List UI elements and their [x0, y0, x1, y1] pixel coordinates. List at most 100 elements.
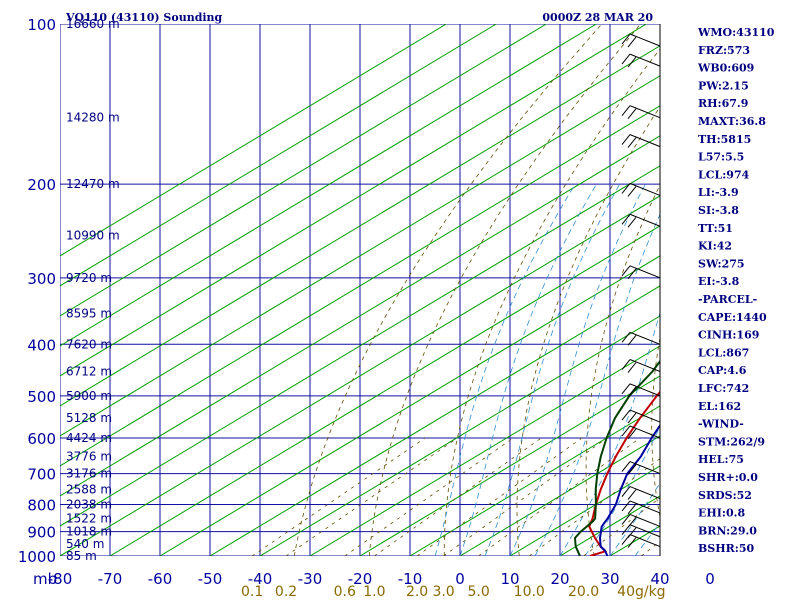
index-line: TT:51: [698, 222, 733, 235]
moist-adiabat-line: [509, 183, 646, 556]
index-line: LCL:867: [698, 346, 749, 359]
height-label: 10990 m: [66, 229, 120, 243]
index-line: TH:5815: [698, 133, 751, 146]
wind-barb: [629, 524, 661, 538]
isotherm-line: [60, 75, 660, 437]
index-line: SW:275: [698, 257, 745, 270]
isotherm-line: [60, 165, 660, 527]
height-label: 2588 m: [66, 483, 112, 497]
index-line: FRZ:573: [698, 44, 750, 57]
pressure-tick-label: 700: [27, 466, 56, 484]
mixing-ratio-label: 40g/kg: [617, 584, 665, 600]
isotherm-line: [60, 45, 660, 407]
isotherm-line: [60, 24, 447, 257]
wind-barb-feather: [621, 53, 631, 65]
index-line: EHI:0.8: [698, 507, 745, 520]
profile-lines: [573, 359, 660, 556]
index-line: EI:-3.8: [698, 275, 740, 288]
wind-barb-feather: [621, 425, 631, 437]
dry-adiabat-line: [293, 24, 603, 556]
isotherm-line: [60, 24, 597, 347]
wind-barb-feather: [627, 56, 637, 68]
dewpoint-profile: [573, 359, 660, 556]
mixing-ratio-label: 1.0: [363, 584, 385, 600]
mixing-ratio-line: [251, 437, 426, 556]
pressure-tick-label: 600: [27, 430, 56, 448]
isotherm-line: [159, 255, 660, 556]
wind-barb-feather: [621, 514, 631, 525]
temperature-tick-label: -40: [248, 570, 273, 588]
wind-barb: [629, 134, 661, 148]
pressure-tick-label: 500: [27, 388, 56, 406]
height-label: 85 m: [66, 549, 97, 563]
wind-barb-feather: [621, 134, 631, 145]
height-label: 5900 m: [66, 389, 112, 403]
mixing-ratio-line: [443, 437, 608, 556]
moist-adiabat-line: [484, 183, 621, 556]
temperature-tick-label: -10: [398, 570, 423, 588]
isotherm-line: [60, 135, 660, 497]
temperature-tick-label: -30: [298, 570, 323, 588]
temperature-tick-label: -50: [198, 570, 223, 588]
height-label: 1018 m: [66, 525, 112, 539]
pressure-tick-label: 400: [27, 336, 56, 354]
wind-barb: [629, 534, 661, 548]
wind-barb-feather: [627, 537, 637, 548]
mixing-ratio-label: 5.0: [467, 584, 489, 600]
height-label: 3176 m: [66, 467, 112, 481]
wind-barb-feather: [627, 386, 637, 398]
pressure-tick-label: 800: [27, 496, 56, 514]
wind-barb-feather: [621, 534, 631, 545]
mixing-ratio-line: [583, 497, 660, 556]
wind-barb-feather: [627, 268, 637, 280]
wind-barb-feather: [627, 362, 637, 373]
temperature-tick-label: 10: [500, 570, 519, 588]
wind-barb: [629, 425, 661, 439]
height-label: 7620 m: [66, 337, 112, 351]
wind-barb-feather: [627, 464, 637, 475]
wind-barb: [629, 486, 661, 500]
wind-barb-feather: [621, 33, 631, 45]
stability-indices: WMO:43110 FRZ:573 WB0:609 PW:2.15 RH:67.9 MAX…: [697, 26, 775, 555]
wind-barb-feather: [621, 265, 631, 277]
height-label: 12470 m: [66, 177, 120, 191]
isotherm-line: [60, 24, 547, 317]
height-label: 5128 m: [66, 411, 112, 425]
index-line: STM:262/9: [698, 435, 765, 448]
index-line: WB0:609: [697, 62, 754, 75]
isotherm-line: [359, 375, 660, 556]
wind-barb-feather: [627, 412, 637, 424]
mixing-ratio-line: [344, 437, 514, 556]
wind-barb: [629, 33, 661, 47]
index-line: KI:42: [698, 240, 732, 253]
wind-barb: [629, 105, 661, 119]
wind-barb-feather: [621, 359, 631, 370]
mixing-ratio-label: 10.0: [514, 584, 545, 600]
height-label: 540 m: [66, 537, 104, 551]
index-line: PW:2.15: [698, 79, 749, 92]
wind-barb: [629, 500, 661, 514]
height-label: 8595 m: [66, 306, 112, 320]
index-line: CAPE:1440: [698, 311, 767, 324]
isotherm-line: [209, 285, 660, 556]
mixing-ratio-label: 20.0: [568, 584, 599, 600]
mixing-ratio-line: [529, 458, 660, 556]
wind-barb-feather: [621, 383, 631, 395]
wind-barb: [629, 359, 661, 372]
wind-barb: [629, 409, 661, 423]
wind-barb-feather: [621, 213, 631, 225]
index-line: CINH:169: [698, 329, 759, 342]
isotherm-line: [109, 225, 660, 556]
pressure-tick-label: 100: [27, 16, 56, 34]
index-line: LFC:742: [698, 382, 749, 395]
wind-barb: [629, 331, 661, 345]
mixing-ratio-line: [416, 437, 583, 556]
mixing-ratio-label: 3.0: [432, 584, 454, 600]
wind-barb-feather: [627, 36, 637, 48]
wind-barb-feather: [627, 108, 637, 119]
temperature-tick-label: -20: [348, 570, 373, 588]
wind-barb-feather: [627, 216, 637, 228]
